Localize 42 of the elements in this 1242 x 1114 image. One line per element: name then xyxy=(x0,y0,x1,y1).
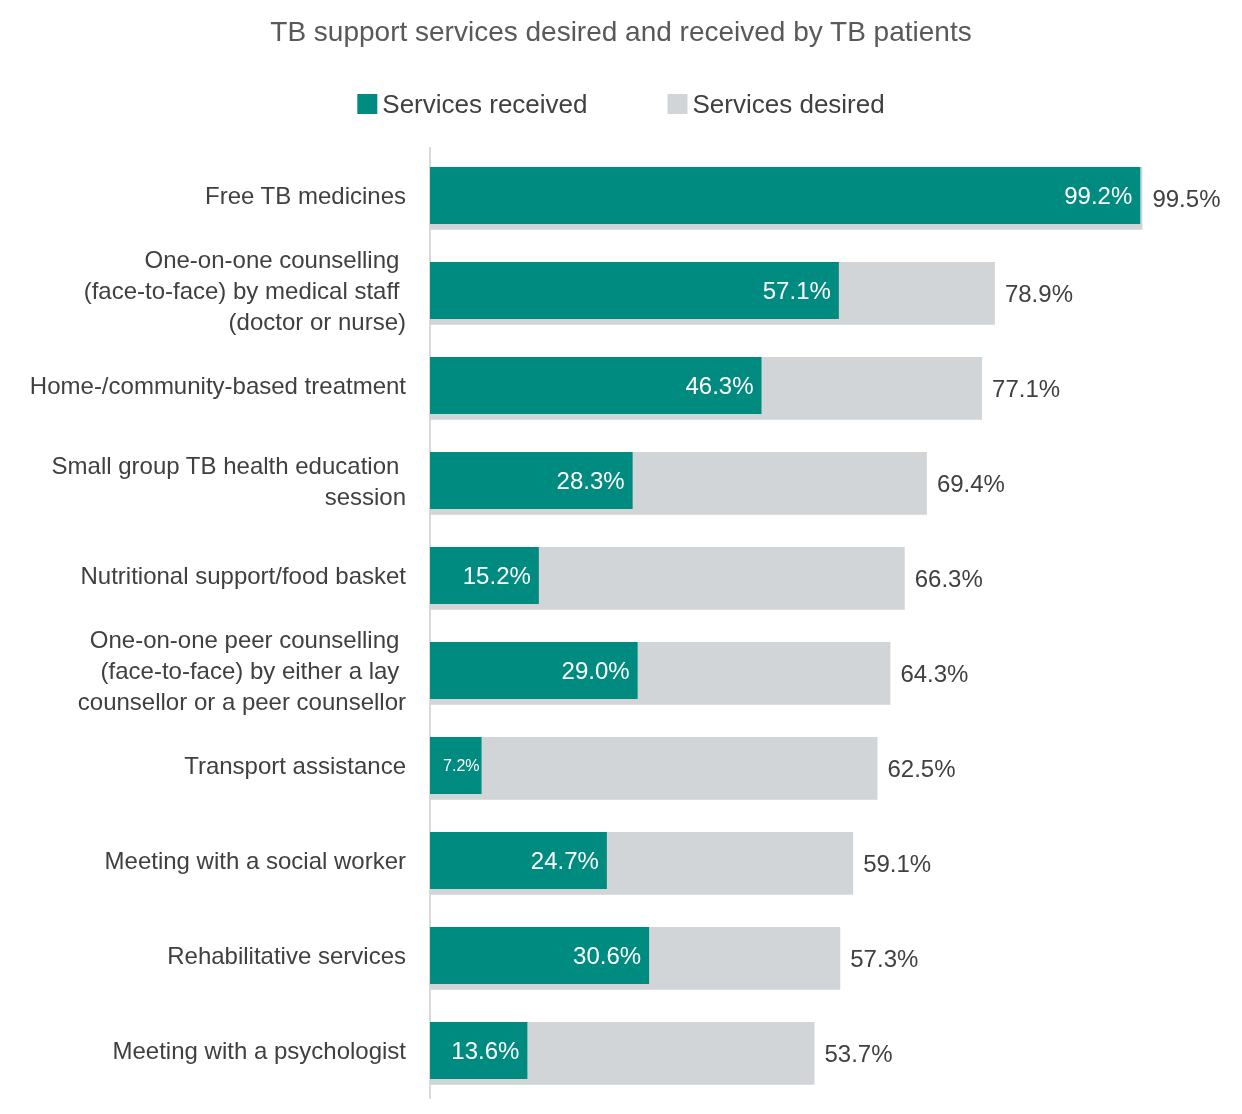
y-tick-label: Small group TB health education session xyxy=(51,451,406,510)
data-label: 15.2% xyxy=(462,562,531,589)
bar xyxy=(430,1022,528,1079)
y-tick-label: Nutritional support/food basket xyxy=(80,562,407,589)
legend-label: Services received xyxy=(382,89,588,119)
legend-label: Services desired xyxy=(692,89,885,119)
chart-title: TB support services desired and received by TB patients xyxy=(270,15,972,47)
data-label: 99.2% xyxy=(1064,182,1133,209)
bar xyxy=(430,737,482,794)
y-tick-label: Meeting with a social worker xyxy=(104,847,407,874)
bar xyxy=(430,832,607,889)
data-label: 57.3% xyxy=(850,944,919,972)
bar xyxy=(430,927,650,984)
data-label: 46.3% xyxy=(685,372,754,399)
bar xyxy=(430,357,762,414)
y-tick-label: Transport assistance xyxy=(184,752,406,779)
y-tick-label: Home-/community-based treatment xyxy=(29,372,407,399)
y-tick-label: Rehabilitative services xyxy=(167,942,406,969)
bar xyxy=(430,452,633,509)
data-label: 78.9% xyxy=(1004,279,1073,307)
bar xyxy=(430,642,638,699)
data-label: 64.3% xyxy=(900,659,969,687)
data-label: 77.1% xyxy=(992,374,1061,402)
data-label: 29.0% xyxy=(561,657,630,684)
y-tick-label: One-on-one peer counselling (face-to-face) by either a lay counsellor or a peer counsellor xyxy=(77,626,406,715)
data-label: 13.6% xyxy=(451,1037,520,1064)
data-label: 62.5% xyxy=(887,754,956,782)
data-label: 69.4% xyxy=(936,469,1005,497)
data-label: 28.3% xyxy=(556,467,625,494)
data-label: 57.1% xyxy=(762,277,831,304)
data-label: 7.2% xyxy=(443,757,480,774)
bar xyxy=(430,262,839,319)
data-label: 99.5% xyxy=(1152,184,1221,212)
y-tick-label: Meeting with a psychologist xyxy=(112,1037,407,1064)
y-tick-label: Free TB medicines xyxy=(205,182,406,209)
y-tick-label: One-on-one counselling (face-to-face) by medical staff (doctor or nurse) xyxy=(83,246,406,335)
data-label: 53.7% xyxy=(824,1039,893,1067)
data-label: 59.1% xyxy=(863,849,932,877)
data-label: 66.3% xyxy=(914,564,983,592)
bar xyxy=(430,547,539,604)
data-label: 24.7% xyxy=(530,847,599,874)
data-label: 30.6% xyxy=(573,942,642,969)
